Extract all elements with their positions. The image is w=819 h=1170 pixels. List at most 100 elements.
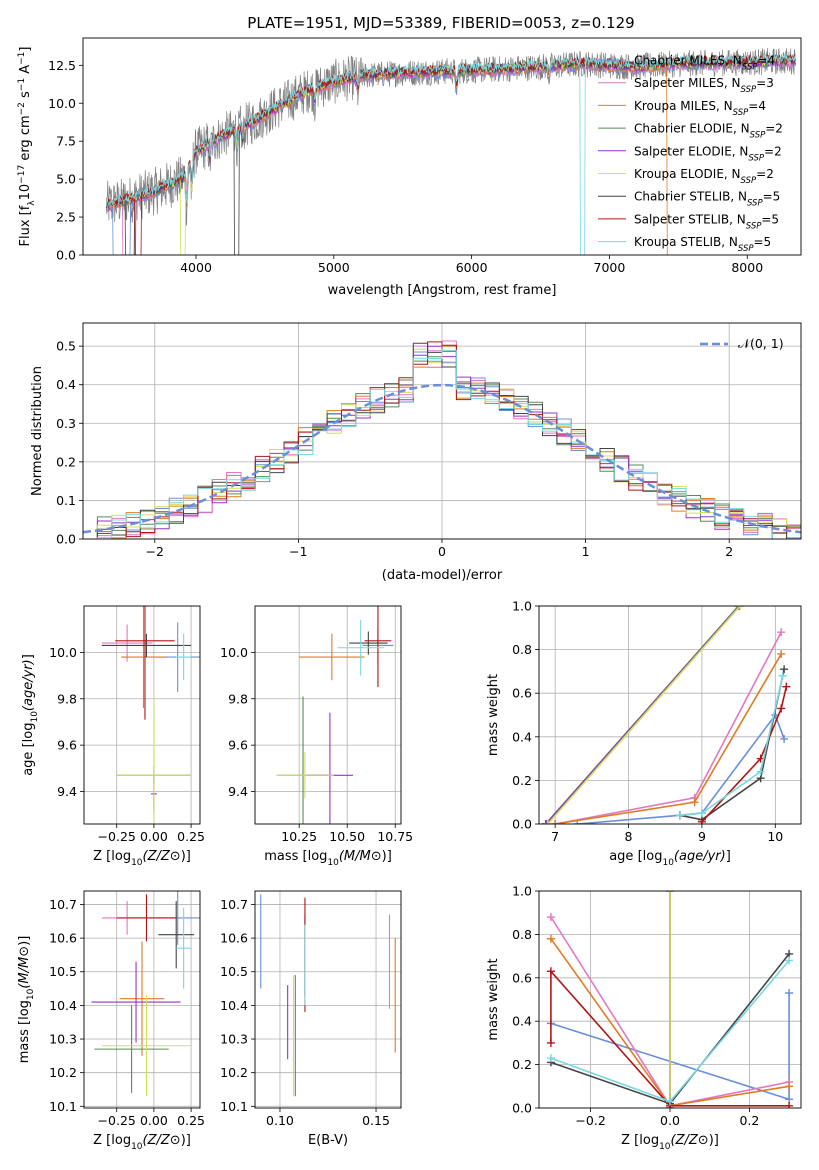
massweight_vs_age-ytick-label: 0.6 [512,686,532,701]
legend-model: Kroupa STELIB, N [634,235,738,249]
spectrum-frame [82,37,802,256]
mass_vs_Z-frame [83,890,201,1109]
massweight_vs_age-marker [543,820,552,824]
residuals-frame [82,322,802,540]
residuals-plot-area [83,340,801,539]
mass_vs_Z-ylabel-part: (M/M [17,957,32,989]
spectrum-ylabel-part: −17 [17,165,27,184]
age_vs_Z-ytick-label: 9.4 [57,784,77,799]
age_vs_Z-xtick-label: −0.25 [98,829,136,844]
massweight_vs_age-xtick-label: 7 [551,829,559,844]
massweight_vs_age-marker [780,665,789,674]
mass_vs_Z-ytick-label: 10.1 [49,1099,77,1114]
mass_vs_EBV-ytick-label: 10.7 [220,897,248,912]
mass_vs_EBV-ytick-label: 10.2 [220,1065,248,1080]
spectrum-xtick-label: 5000 [318,260,350,275]
legend-sub: SSP [750,131,766,141]
massweight_vs_age-line [547,606,741,824]
mass_vs_EBV-ytick-label: 10.1 [220,1099,248,1114]
legend-model: Chabrier MILES, N [634,54,742,68]
age_vs_Z-xlabel-part: ⊙)] [170,849,191,864]
massweight_vs_age-series-kroupa-elodie [543,606,745,824]
residuals-xlabel: (data-model)/error [382,568,503,583]
legend-nssp: =2 [765,122,783,136]
legend-label-chabrier-miles: Chabrier MILES, NSSP=4 [634,54,775,73]
spectrum-xtick-label: 4000 [180,260,212,275]
spectrum-ylabel-part: −1 [17,52,27,65]
massweight_vs_age-marker [735,606,744,610]
age_vs_Z-ylabel-part: age [log [21,723,36,776]
mass_vs_Z-xlabel: Z [log10(Z/Z⊙)] [93,1133,191,1152]
mass_vs_Z-ylabel-part: 10 [26,988,36,1000]
massweight_vs_Z-xtick-label: 0.0 [660,1113,680,1128]
mass_vs_Z-ytick-label: 10.5 [49,964,77,979]
mass_vs_Z-ylabel-part: mass [log [17,1000,32,1063]
massweight_vs_Z-marker [785,956,794,965]
massweight_vs_Z-marker [546,913,555,922]
massweight_vs_age-line [701,686,788,823]
age_vs_Z-ytick-label: 9.8 [57,691,77,706]
age_vs_Z-ytick-label: 9.6 [57,738,77,753]
age_vs_Z-point-kroupa-stelib [176,633,192,681]
spectrum-ytick-label: 0.0 [56,248,76,263]
gaussian-curve [83,383,801,534]
age_vs_Z-ylabel-part: ] [21,654,36,659]
residuals-ytick-label: 0.4 [56,377,76,392]
spectrum-model-line-kroupa-stelib [106,53,796,255]
legend-nssp: =5 [754,235,772,249]
age_vs_mass-xtick-label: 10.75 [377,829,413,844]
massweight_vs_Z-marker [546,1054,555,1063]
figure-title: PLATE=1951, MJD=53389, FIBERID=0053, z=0… [247,14,634,32]
legend-sub: SSP [746,221,762,231]
massweight_vs_age-series-kroupa-miles [551,649,786,824]
age_vs_Z-ylabel-part: 10 [30,711,40,723]
legend-sub: SSP [747,199,763,209]
age_vs_mass-point-chabrier-stelib [349,631,388,655]
massweight_vs_age-line [554,631,782,824]
age_vs_mass-ytick-label: 9.6 [228,738,248,753]
massweight_vs_age-xlabel-part: 10 [662,858,674,868]
spectrum-ylabel-part: −2 [17,102,27,115]
massweight_vs_Z-series-kroupa-elodie [666,891,674,1108]
age_vs_mass-xlabel: mass [log10(M/M⊙)] [264,849,392,868]
legend-label-salpeter-miles: Salpeter MILES, NSSP=3 [634,76,774,95]
legend-sub: SSP [748,153,764,163]
spectrum-ylabel-part: s [18,91,33,102]
age_vs_Z-ytick-label: 10.0 [49,645,77,660]
mass_vs_Z-xtick-label: 0.00 [140,1113,168,1128]
massweight_vs_Z-plot-area [546,891,794,1108]
legend-nssp: =2 [764,144,782,158]
massweight_vs_age-xlabel-part: age [log [609,849,662,864]
massweight_vs_age-marker [697,809,706,818]
age_vs_Z-xlabel-part: (Z/Z [143,849,171,864]
mass_vs_EBV-xtick-label: 0.15 [362,1113,390,1128]
legend-label-salpeter-elodie: Salpeter ELODIE, NSSP=2 [634,144,782,163]
chart-mass_vs_EBV: 0.10 0.15 10.1 10.2 10.3 10.4 10.5 10.6 10.7 E(B-… [220,890,402,1148]
massweight_vs_Z-marker [666,891,674,895]
massweight_vs_Z-ytick-label: 1.0 [512,884,532,899]
spectrum-ylabel-part: Flux [f [18,205,33,246]
massweight_vs_age-frame [538,605,802,825]
mass_vs_EBV-xtick-label: 0.10 [266,1113,294,1128]
massweight_vs_age-xlabel-part: ] [726,849,731,864]
age_vs_mass-xlabel-part: (M/M [339,849,371,864]
spectrum-ylabel-part: ] [18,47,33,52]
mass_vs_Z-ylabel-part: ⊙)] [17,936,32,957]
massweight_vs_Z-marker [785,988,794,997]
chart-massweight_vs_Z: −0.2 0.0 0.2 0.0 0.2 0.4 0.6 0.8 1.0 mass weight Z… [486,884,802,1152]
spectrum-ylabel-part: 10 [18,184,33,201]
massweight_vs_age-marker [778,671,787,680]
legend-label-salpeter-stelib: Salpeter STELIB, NSSP=5 [634,212,779,231]
mass_vs_Z-point-salpeter-elodie [91,961,181,1043]
age_vs_mass-point-salpeter-stelib [364,606,392,688]
age_vs_mass-xlabel-part: mass [log [264,849,327,864]
mass_vs_Z-point-chabrier-elodie [94,1005,169,1093]
massweight_vs_Z-xtick-label: 0.2 [739,1113,759,1128]
legend-sub: SSP [733,108,749,118]
massweight_vs_age-line [577,713,785,824]
legend-label-kroupa-stelib: Kroupa STELIB, NSSP=5 [634,235,771,254]
mass_vs_Z-point-chabrier-stelib [158,901,195,969]
mass_vs_EBV-ytick-label: 10.4 [220,998,248,1013]
massweight_vs_Z-marker [546,1038,555,1047]
